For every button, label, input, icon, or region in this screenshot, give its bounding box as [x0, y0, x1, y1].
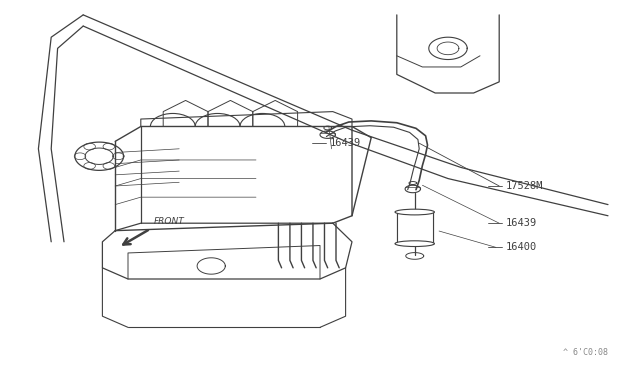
Text: 16400: 16400	[506, 243, 537, 252]
Text: ^ 6'C0:08: ^ 6'C0:08	[563, 348, 608, 357]
Text: 16439: 16439	[506, 218, 537, 228]
Ellipse shape	[395, 241, 435, 247]
Ellipse shape	[395, 209, 435, 215]
FancyBboxPatch shape	[397, 212, 433, 244]
Text: 16439: 16439	[330, 138, 361, 148]
Text: FRONT: FRONT	[154, 217, 184, 226]
Text: 17528M: 17528M	[506, 181, 543, 191]
